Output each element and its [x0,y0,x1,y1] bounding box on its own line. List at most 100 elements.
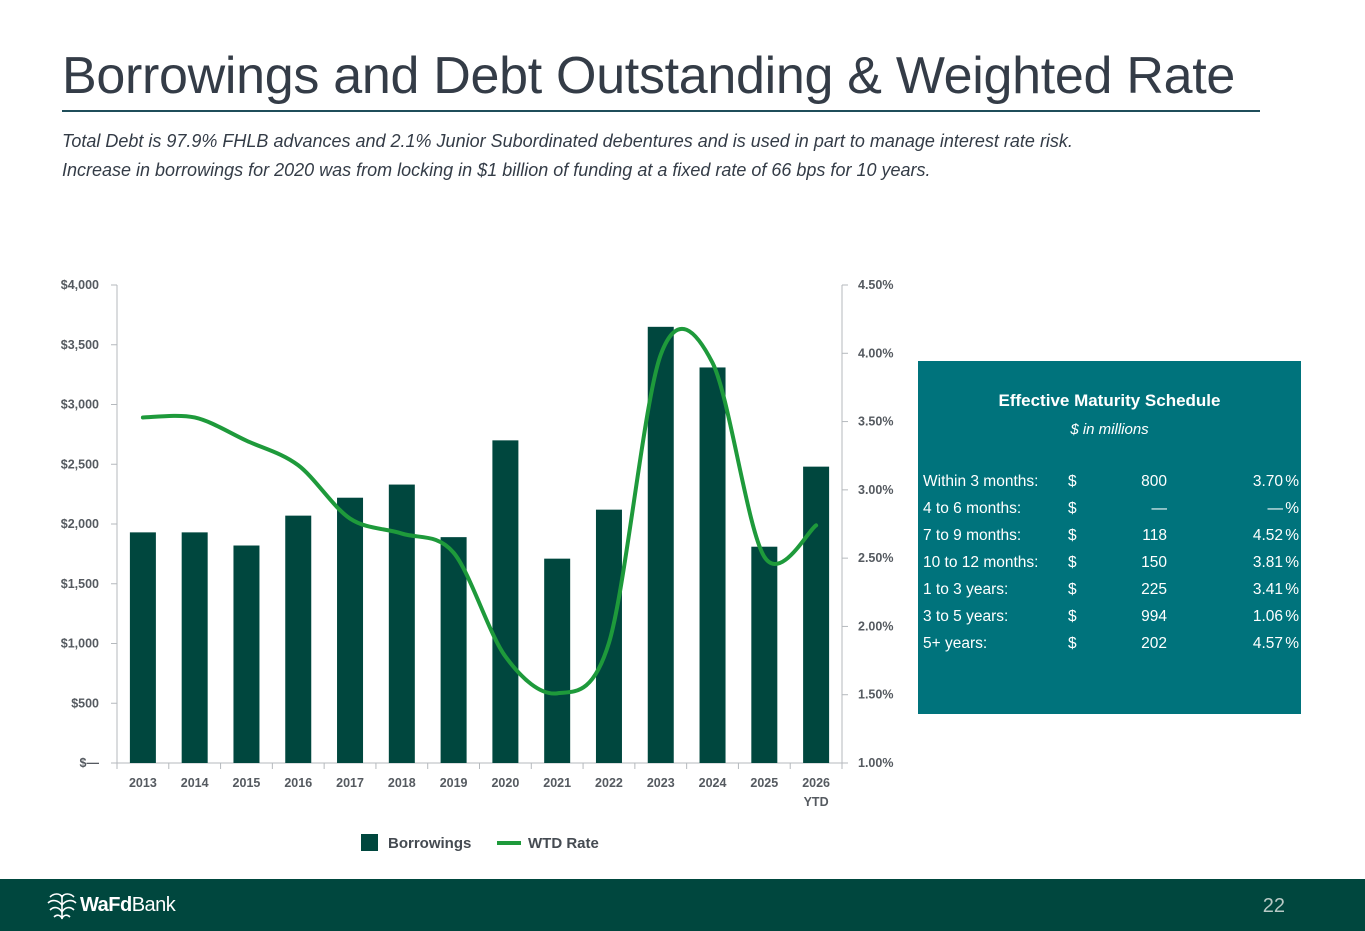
maturity-row: 7 to 9 months: $118 4.52% [923,527,1301,553]
maturity-amount: 994 [1141,608,1167,625]
maturity-percent-sign: % [1285,473,1299,490]
borrowings-bar [181,532,208,763]
chart-axes [111,284,848,769]
maturity-row: 1 to 3 years: $225 3.41% [923,581,1301,607]
left-axis-tick-label: $500 [71,696,99,710]
maturity-row: 5+ years: $202 4.57% [923,635,1301,661]
maturity-row: 3 to 5 years: $994 1.06% [923,608,1301,634]
subtitle-line-2: Increase in borrowings for 2020 was from… [62,160,931,180]
maturity-label: Within 3 months: [923,473,1039,490]
maturity-label: 4 to 6 months: [923,500,1022,517]
x-axis-tick-label: 2015 [233,776,261,790]
x-axis-tick-label: 2025 [750,776,778,790]
maturity-dollar-sign: $ [1068,500,1077,517]
x-axis-tick-label: YTD [804,795,829,809]
legend-label-wtd-rate: WTD Rate [528,835,599,852]
x-axis-tick-label: 2023 [647,776,675,790]
title-underline [62,110,1260,112]
right-axis-tick-label: 3.50% [858,415,893,429]
left-axis-tick-label: $3,000 [61,398,99,412]
x-axis-tick-label: 2024 [699,776,727,790]
chart-legend: Borrowings WTD Rate [361,834,599,852]
right-axis-tick-label: 4.00% [858,346,893,360]
right-axis-tick-label: 3.00% [858,483,893,497]
maturity-amount: 150 [1141,554,1167,571]
maturity-percent-sign: % [1285,608,1299,625]
borrowings-bar [803,466,830,763]
x-axis-tick-label: 2016 [284,776,312,790]
x-axis-tick-label: 2026 [802,776,830,790]
maturity-percent-sign: % [1285,581,1299,598]
left-axis-tick-label: $1,000 [61,637,99,651]
maturity-dollar-sign: $ [1068,581,1077,598]
left-axis-tick-label: $4,000 [61,278,99,292]
maturity-percent-sign: % [1285,500,1299,517]
x-axis-tick-label: 2013 [129,776,157,790]
borrowings-bar [129,532,156,763]
borrowings-bar [751,546,778,763]
logo-wordmark: WaFdBank [80,894,176,917]
x-axis-tick-label: 2017 [336,776,364,790]
maturity-row: 4 to 6 months: $ — —% [923,500,1301,526]
maturity-label: 10 to 12 months: [923,554,1039,571]
x-axis-tick-label: 2018 [388,776,416,790]
maturity-dollar-sign: $ [1068,527,1077,544]
borrowings-bar [699,367,726,763]
x-axis-tick-label: 2022 [595,776,623,790]
borrowings-bar [492,440,519,763]
maturity-rate: 4.52 [1252,527,1283,544]
borrowings-bar [233,545,260,763]
x-axis-tick-label: 2021 [543,776,571,790]
maturity-rate: 3.81 [1252,554,1283,571]
left-axis-tick-label: $— [80,756,100,770]
maturity-label: 3 to 5 years: [923,608,1009,625]
right-axis-tick-label: 1.00% [858,756,893,770]
borrowings-bar [337,497,364,763]
maturity-subtitle: $ in millions [1070,421,1149,438]
maturity-dollar-sign: $ [1068,608,1077,625]
maturity-amount: 800 [1141,473,1167,490]
borrowings-bar [285,515,312,763]
subtitle-line-1: Total Debt is 97.9% FHLB advances and 2.… [62,131,1073,151]
maturity-dollar-sign: $ [1068,635,1077,652]
maturity-amount: 118 [1142,527,1167,544]
chart-labels: $— $500 $1,000 $1,500 $2,000 $2,500 $3,000 $3,5… [61,278,894,809]
logo-wordmark-bold: WaFd [80,894,132,916]
footer-bar: WaFdBank 22 [0,879,1365,931]
maturity-dollar-sign: $ [1068,473,1077,490]
right-axis-tick-label: 1.50% [858,688,893,702]
page-number: 22 [1262,895,1285,917]
legend-swatch-borrowings [361,834,378,851]
maturity-percent-sign: % [1285,635,1299,652]
maturity-rate: 3.70 [1252,473,1283,490]
left-axis-tick-label: $3,500 [61,338,99,352]
wtd-rate-line-layer [140,327,819,696]
maturity-rate: 1.06 [1252,608,1283,625]
maturity-rate: — [1267,500,1284,517]
maturity-amount: 225 [1141,581,1167,598]
borrowings-bar [544,558,571,763]
maturity-rate: 4.57 [1252,635,1283,652]
maturity-dollar-sign: $ [1068,554,1077,571]
maturity-rate: 3.41 [1252,581,1283,598]
maturity-row: 10 to 12 months: $150 3.81% [923,554,1301,580]
x-axis-tick-label: 2020 [491,776,519,790]
page-title: Borrowings and Debt Outstanding & Weight… [62,47,1235,105]
maturity-label: 5+ years: [923,635,988,652]
right-axis-tick-label: 4.50% [858,278,893,292]
borrowings-bar [440,537,467,763]
maturity-row: Within 3 months: $800 3.70% [923,473,1301,499]
maturity-title: Effective Maturity Schedule [998,391,1221,410]
right-axis-tick-label: 2.00% [858,619,893,633]
borrowings-bar [388,484,415,763]
maturity-amount: — [1151,500,1168,517]
wafd-logo-icon [47,893,77,920]
wtd-rate-line [140,327,819,696]
maturity-percent-sign: % [1285,554,1299,571]
x-axis-tick-label: 2014 [181,776,209,790]
maturity-percent-sign: % [1285,527,1299,544]
maturity-label: 1 to 3 years: [923,581,1009,598]
maturity-label: 7 to 9 months: [923,527,1022,544]
left-axis-tick-label: $1,500 [61,577,99,591]
